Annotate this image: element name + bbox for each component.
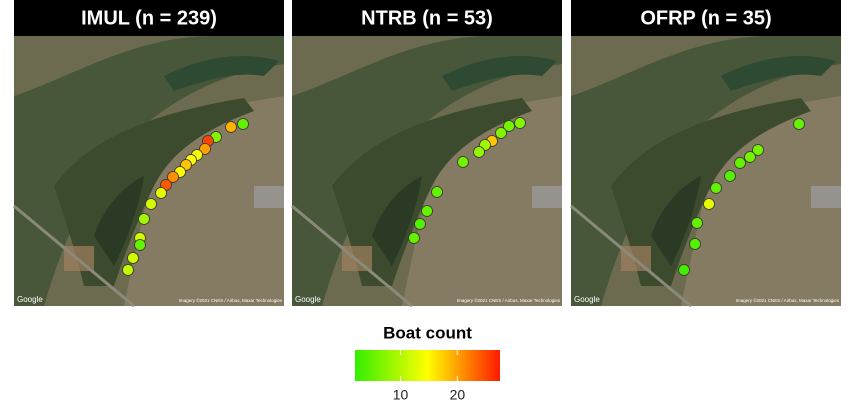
boat-count-point [237, 118, 249, 130]
boat-count-point [710, 182, 722, 194]
island [721, 56, 836, 91]
boat-count-point [752, 144, 764, 156]
lagoon [651, 176, 701, 266]
colorbar-tick-label: 10 [393, 387, 409, 403]
boat-count-point [138, 213, 150, 225]
road [13, 204, 135, 308]
panel-title: IMUL (n = 239) [81, 7, 217, 29]
road [291, 204, 413, 308]
map-panel: NTRB (n = 53) Google Imagery ©2021 CNES / … [291, 0, 562, 308]
roof-patch [532, 186, 562, 208]
boat-count-point [495, 127, 507, 139]
panel-title: OFRP (n = 35) [640, 7, 771, 29]
river [571, 36, 841, 306]
river [14, 36, 284, 306]
river [292, 36, 562, 306]
boat-count-point [421, 205, 433, 217]
roof-patch [811, 186, 841, 208]
roof-patch [254, 186, 284, 208]
google-logo: Google [295, 295, 321, 304]
satellite-image: Google Imagery ©2021 CNES / Airbus, Maxar… [291, 36, 562, 308]
boat-count-point [134, 239, 146, 251]
colorbar [355, 350, 500, 381]
boat-count-point [724, 170, 736, 182]
google-logo: Google [17, 295, 43, 304]
boat-count-point [155, 187, 167, 199]
boat-count-point [473, 146, 485, 158]
satellite-image: Google Imagery ©2021 CNES / Airbus, Maxar… [13, 36, 284, 308]
satellite-image: Google Imagery ©2021 CNES / Airbus, Maxar… [570, 36, 841, 308]
boat-count-point [703, 198, 715, 210]
legend-title: Boat count [383, 323, 472, 342]
boat-count-point [127, 252, 139, 264]
imagery-credit: Imagery ©2021 CNES / Airbus, Maxar Techn… [457, 297, 561, 303]
boat-count-point [689, 238, 701, 250]
boat-count-point [744, 151, 756, 163]
boat-count-point [431, 186, 443, 198]
boat-count-point [691, 217, 703, 229]
island [164, 56, 279, 91]
google-logo: Google [574, 295, 600, 304]
boat-count-point [793, 118, 805, 130]
boat-count-point [122, 264, 134, 276]
imagery-credit: Imagery ©2021 CNES / Airbus, Maxar Techn… [179, 297, 283, 303]
boat-count-point [514, 117, 526, 129]
boat-count-point [457, 156, 469, 168]
boat-count-point [199, 143, 211, 155]
boat-count-point [734, 157, 746, 169]
boat-count-point [678, 264, 690, 276]
boat-count-point [167, 171, 179, 183]
boat-count-point [503, 120, 515, 132]
colorbar-tick-label: 20 [450, 387, 466, 403]
title-bar [292, 0, 562, 36]
island [442, 56, 557, 91]
map-panel: OFRP (n = 35) Google Imagery ©2021 CNES / … [570, 0, 841, 308]
lagoon [372, 176, 422, 266]
road [570, 204, 692, 308]
map-panel: IMUL (n = 239) Google Imagery ©2021 CNES /… [13, 0, 284, 308]
boat-count-point [225, 121, 237, 133]
panel-title: NTRB (n = 53) [361, 7, 493, 29]
boat-count-point [408, 232, 420, 244]
imagery-credit: Imagery ©2021 CNES / Airbus, Maxar Techn… [736, 297, 840, 303]
boat-count-point [414, 218, 426, 230]
title-bar [571, 0, 841, 36]
title-bar [14, 0, 284, 36]
lagoon [94, 176, 144, 266]
boat-count-point [145, 198, 157, 210]
